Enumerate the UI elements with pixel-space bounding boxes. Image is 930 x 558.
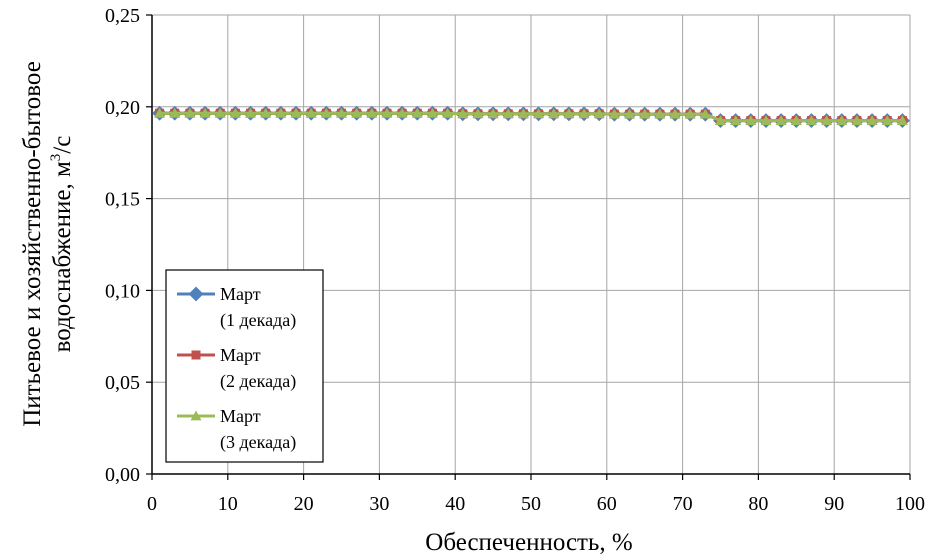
x-tick-label: 40 xyxy=(445,493,465,515)
y-axis-title-superscript: 3 xyxy=(48,154,64,162)
y-axis-title-line1: Питьевое и хозяйственно-бытовое xyxy=(19,61,46,427)
x-tick-label: 20 xyxy=(294,493,314,515)
y-tick-label: 0,15 xyxy=(105,189,140,211)
data-point xyxy=(396,107,408,118)
legend-item-3: Март (3 декада) xyxy=(177,406,296,453)
data-point xyxy=(214,107,226,118)
legend-swatch-marker xyxy=(191,350,201,360)
y-axis-title-line2: водоснабжение, м3/с xyxy=(48,136,76,353)
data-point xyxy=(699,108,711,119)
legend-label-line2: (1 декада) xyxy=(220,310,296,331)
data-point xyxy=(487,108,499,119)
data-point xyxy=(275,107,287,118)
data-point xyxy=(442,107,454,118)
data-point xyxy=(593,108,605,119)
x-tick-label: 50 xyxy=(521,493,541,515)
data-point xyxy=(229,107,241,118)
data-point xyxy=(669,108,681,119)
data-point xyxy=(639,108,651,119)
data-point xyxy=(760,115,772,125)
legend-item-2: Март (2 декада) xyxy=(177,345,296,392)
data-point xyxy=(199,107,211,118)
data-point xyxy=(745,115,757,125)
series-3 xyxy=(154,107,908,125)
data-point xyxy=(472,108,484,119)
x-tick-label: 70 xyxy=(673,493,693,515)
x-tick-label: 30 xyxy=(369,493,389,515)
data-point xyxy=(608,108,620,119)
data-point xyxy=(836,115,848,125)
y-axis-title-line2-text: водоснабжение, м xyxy=(49,161,76,352)
data-point xyxy=(381,107,393,118)
legend-label-line2: (2 декада) xyxy=(220,371,296,392)
data-point xyxy=(260,107,272,118)
y-tick-label: 0,20 xyxy=(105,97,140,119)
y-tick-label: 0,00 xyxy=(105,464,140,486)
data-point xyxy=(366,107,378,118)
x-tick-label: 100 xyxy=(895,493,925,515)
grid-lines xyxy=(152,14,911,474)
x-tick-label: 10 xyxy=(218,493,238,515)
y-tick-label: 0,10 xyxy=(105,280,140,302)
y-tick-label: 0,05 xyxy=(105,372,140,394)
data-point xyxy=(866,115,878,125)
data-point xyxy=(654,108,666,119)
data-point xyxy=(805,115,817,125)
data-point xyxy=(775,115,787,125)
y-axis-title-line2-tail: /с xyxy=(49,136,76,154)
legend-label-line1: Март xyxy=(220,345,261,365)
data-point xyxy=(426,107,438,118)
data-point xyxy=(896,115,908,125)
data-point xyxy=(563,108,575,119)
data-point xyxy=(305,107,317,118)
data-point xyxy=(578,108,590,119)
x-tick-label: 90 xyxy=(824,493,844,515)
legend-swatch-marker xyxy=(190,410,202,421)
y-tick-label: 0,25 xyxy=(105,5,140,27)
axes xyxy=(146,14,911,480)
data-point xyxy=(730,115,742,125)
legend: Март (1 декада) Март (2 декада) Март (3 декад… xyxy=(165,269,324,463)
data-point xyxy=(336,107,347,118)
data-point xyxy=(169,107,181,118)
data-point xyxy=(851,115,863,125)
data-point xyxy=(790,115,802,125)
data-point xyxy=(821,115,833,125)
data-point xyxy=(517,108,529,119)
series-group xyxy=(152,105,910,128)
legend-label-line2: (3 декада) xyxy=(220,432,296,453)
data-point xyxy=(502,108,514,119)
x-tick-label: 0 xyxy=(147,493,157,515)
legend-box xyxy=(165,269,324,463)
x-axis-title: Обеспеченность, % xyxy=(425,529,632,556)
legend-label-line1: Март xyxy=(220,406,261,426)
data-point xyxy=(548,108,560,119)
data-point xyxy=(457,108,469,119)
data-point xyxy=(320,107,332,118)
data-point xyxy=(245,107,257,118)
data-point xyxy=(715,115,726,125)
tick-labels: 0,00 0,05 0,10 0,15 0,20 0,25 0 10 20 30 40 50 60 70 8… xyxy=(105,5,925,515)
data-point xyxy=(184,107,196,118)
data-point xyxy=(533,108,545,119)
data-point xyxy=(290,107,302,118)
x-tick-label: 60 xyxy=(597,493,617,515)
legend-swatch-marker xyxy=(188,286,204,302)
legend-item-1: Март (1 декада) xyxy=(177,284,296,331)
data-point xyxy=(881,115,893,125)
data-point xyxy=(624,108,636,119)
x-tick-label: 80 xyxy=(748,493,768,515)
data-point xyxy=(684,108,696,119)
y-axis-title: Питьевое и хозяйственно-бытовое водоснаб… xyxy=(19,61,76,427)
legend-label-line1: Март xyxy=(220,284,261,304)
data-point xyxy=(351,107,363,118)
data-point xyxy=(154,107,166,118)
data-point xyxy=(411,107,423,118)
